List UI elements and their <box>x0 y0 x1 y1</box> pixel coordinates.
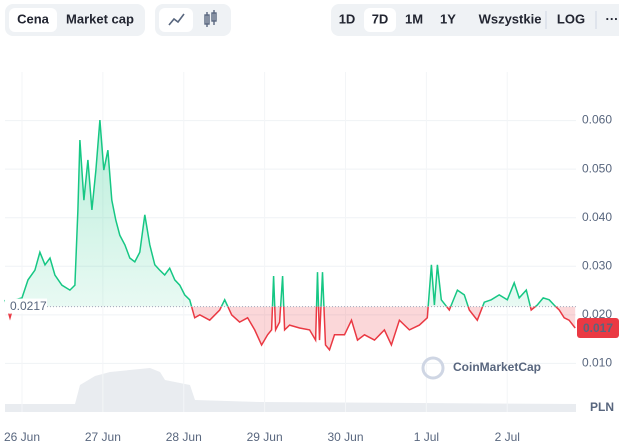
last-price-bg <box>577 317 619 338</box>
last-price-label: 0.017 <box>583 321 613 335</box>
baseline-label-bg <box>5 298 47 314</box>
currency-label: PLN <box>590 400 614 414</box>
candle-icon[interactable] <box>204 10 217 27</box>
range-group <box>331 4 619 36</box>
x-tick-label: 27 Jun <box>85 430 121 444</box>
price-line-down <box>6 306 576 352</box>
y-tick-label: 0.040 <box>582 210 612 224</box>
watermark-logo <box>421 356 445 380</box>
range-button[interactable]: Wszystkie <box>479 11 542 26</box>
y-tick-label: 0.020 <box>582 307 612 321</box>
watermark: CoinMarketCap <box>453 360 541 374</box>
baseline-label: 0.0217 <box>10 299 47 313</box>
x-tick-label: 2 Jul <box>495 430 520 444</box>
range-button[interactable]: 7D <box>372 11 389 26</box>
y-tick-label: 0.060 <box>582 113 612 127</box>
range-button[interactable]: 1D <box>339 11 356 26</box>
more-button[interactable]: ··· <box>606 11 619 26</box>
range-button[interactable]: 1M <box>405 11 423 26</box>
tab-selected-bg <box>9 8 57 32</box>
x-tick-label: 26 Jun <box>4 430 40 444</box>
volume-area <box>5 368 576 412</box>
tab-button[interactable]: Market cap <box>66 11 134 26</box>
range-button[interactable]: 1Y <box>440 11 456 26</box>
area-down <box>6 306 576 350</box>
y-tick-label: 0.010 <box>582 356 612 370</box>
y-tick-label: 0.050 <box>582 161 612 175</box>
x-tick-label: 1 Jul <box>414 430 439 444</box>
y-tick-label: 0.030 <box>582 258 612 272</box>
price-line-up <box>4 120 557 307</box>
x-tick-label: 29 Jun <box>247 430 283 444</box>
range-selected-bg <box>364 8 396 32</box>
line-icon <box>168 13 185 26</box>
range-button[interactable]: LOG <box>557 11 585 26</box>
x-tick-label: 30 Jun <box>327 430 363 444</box>
x-tick-label: 28 Jun <box>166 430 202 444</box>
area-up <box>5 120 576 307</box>
tab-button[interactable]: Cena <box>17 11 50 26</box>
